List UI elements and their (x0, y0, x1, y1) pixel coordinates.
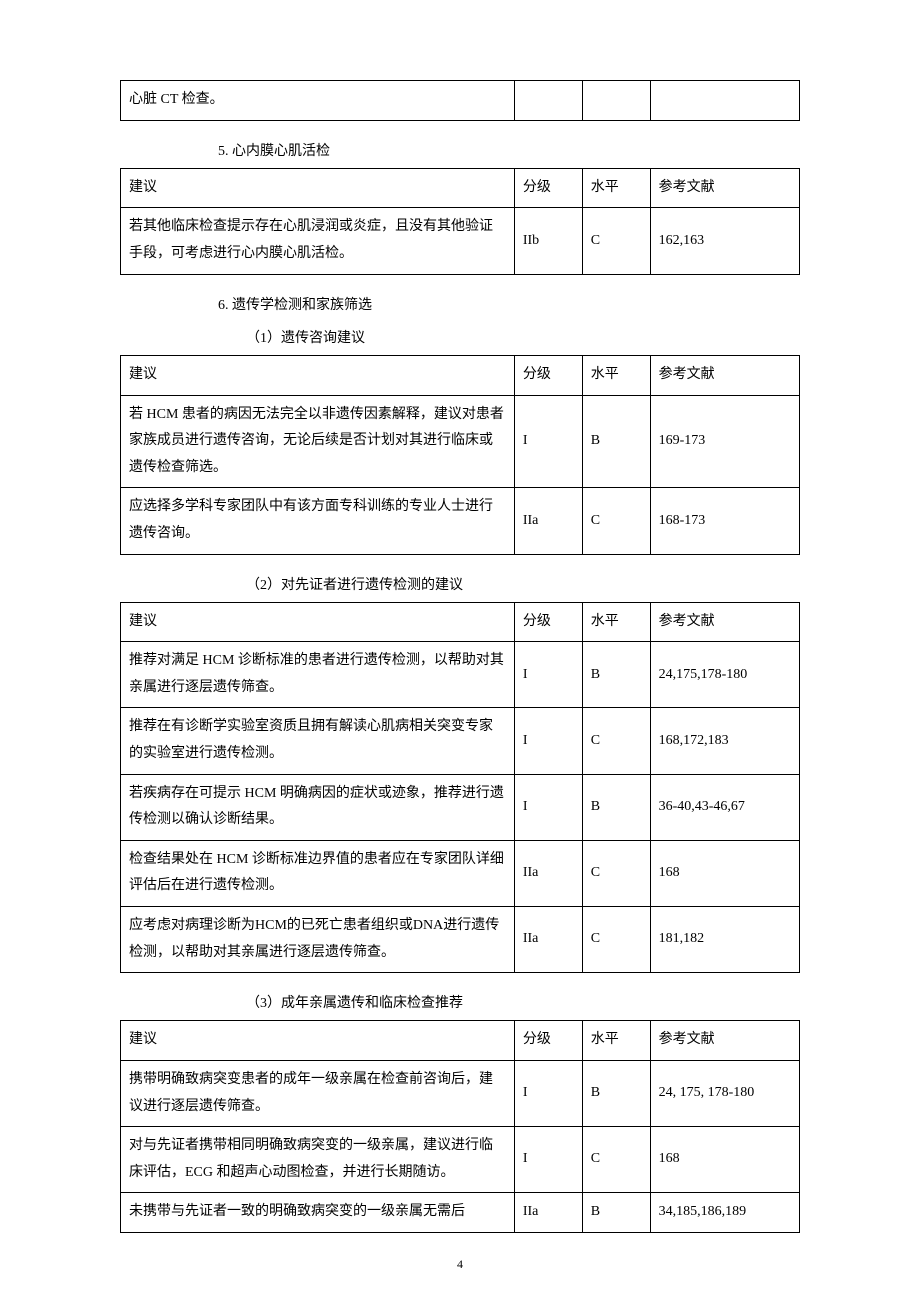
cell-level: B (582, 774, 650, 840)
cell-reco: 若疾病存在可提示 HCM 明确病因的症状或迹象，推荐进行遗传检测以确认诊断结果。 (121, 774, 515, 840)
cell-grade: IIa (514, 840, 582, 906)
header-ref: 参考文献 (650, 168, 799, 208)
table-row: 若疾病存在可提示 HCM 明确病因的症状或迹象，推荐进行遗传检测以确认诊断结果。… (121, 774, 800, 840)
cell-ref: 168-173 (650, 488, 799, 554)
cell-ref: 162,163 (650, 208, 799, 274)
table-row: 推荐在有诊断学实验室资质且拥有解读心肌病相关突变专家的实验室进行遗传检测。 I … (121, 708, 800, 774)
header-level: 水平 (582, 1021, 650, 1061)
table-row: 推荐对满足 HCM 诊断标准的患者进行遗传检测，以帮助对其亲属进行逐层遗传筛查。… (121, 642, 800, 708)
table-header-row: 建议 分级 水平 参考文献 (121, 355, 800, 395)
cell-grade: I (514, 1061, 582, 1127)
header-reco: 建议 (121, 355, 515, 395)
cell-ref: 168 (650, 840, 799, 906)
section5-table: 建议 分级 水平 参考文献 若其他临床检查提示存在心肌浸润或炎症，且没有其他验证… (120, 168, 800, 275)
cell-reco: 应考虑对病理诊断为HCM的已死亡患者组织或DNA进行遗传检测，以帮助对其亲属进行… (121, 907, 515, 973)
cell-level: C (582, 708, 650, 774)
table-row: 应考虑对病理诊断为HCM的已死亡患者组织或DNA进行遗传检测，以帮助对其亲属进行… (121, 907, 800, 973)
cell-reco: 若 HCM 患者的病因无法完全以非遗传因素解释，建议对患者家族成员进行遗传咨询，… (121, 395, 515, 488)
section6-sub2-table: 建议 分级 水平 参考文献 推荐对满足 HCM 诊断标准的患者进行遗传检测，以帮… (120, 602, 800, 974)
cell-grade: I (514, 708, 582, 774)
cell-grade: IIa (514, 1193, 582, 1233)
header-grade: 分级 (514, 1021, 582, 1061)
cell-ref: 24,175,178-180 (650, 642, 799, 708)
cell-reco: 推荐对满足 HCM 诊断标准的患者进行遗传检测，以帮助对其亲属进行逐层遗传筛查。 (121, 642, 515, 708)
table-row: 携带明确致病突变患者的成年一级亲属在检查前咨询后，建议进行逐层遗传筛查。 I B… (121, 1061, 800, 1127)
table-row: 检查结果处在 HCM 诊断标准边界值的患者应在专家团队详细评估后在进行遗传检测。… (121, 840, 800, 906)
cell-grade: I (514, 774, 582, 840)
cell-level: B (582, 1061, 650, 1127)
cell-ref: 169-173 (650, 395, 799, 488)
cell-grade: I (514, 642, 582, 708)
table-header-row: 建议 分级 水平 参考文献 (121, 602, 800, 642)
cell-ref: 168,172,183 (650, 708, 799, 774)
top-continuation-table: 心脏 CT 检查。 (120, 80, 800, 121)
header-grade: 分级 (514, 355, 582, 395)
cell-reco: 未携带与先证者一致的明确致病突变的一级亲属无需后 (121, 1193, 515, 1233)
cell-level: B (582, 395, 650, 488)
table-row: 若 HCM 患者的病因无法完全以非遗传因素解释，建议对患者家族成员进行遗传咨询，… (121, 395, 800, 488)
table-row: 若其他临床检查提示存在心肌浸润或炎症，且没有其他验证手段，可考虑进行心内膜心肌活… (121, 208, 800, 274)
cell-grade: IIa (514, 907, 582, 973)
cell-reco: 若其他临床检查提示存在心肌浸润或炎症，且没有其他验证手段，可考虑进行心内膜心肌活… (121, 208, 515, 274)
cell-grade (514, 81, 582, 121)
cell-level: C (582, 208, 650, 274)
section6-sub3-table: 建议 分级 水平 参考文献 携带明确致病突变患者的成年一级亲属在检查前咨询后，建… (120, 1020, 800, 1233)
cell-ref: 181,182 (650, 907, 799, 973)
header-reco: 建议 (121, 1021, 515, 1061)
cell-level: C (582, 907, 650, 973)
table-row: 应选择多学科专家团队中有该方面专科训练的专业人士进行遗传咨询。 IIa C 16… (121, 488, 800, 554)
section6-sub1-table: 建议 分级 水平 参考文献 若 HCM 患者的病因无法完全以非遗传因素解释，建议… (120, 355, 800, 555)
section6-sub3-heading: （3）成年亲属遗传和临床检查推荐 (246, 991, 800, 1016)
cell-ref: 24, 175, 178-180 (650, 1061, 799, 1127)
table-row: 心脏 CT 检查。 (121, 81, 800, 121)
table-header-row: 建议 分级 水平 参考文献 (121, 1021, 800, 1061)
table-row: 未携带与先证者一致的明确致病突变的一级亲属无需后 IIa B 34,185,18… (121, 1193, 800, 1233)
section6-heading: 6. 遗传学检测和家族筛选 (218, 293, 800, 318)
header-level: 水平 (582, 602, 650, 642)
header-ref: 参考文献 (650, 602, 799, 642)
cell-level: B (582, 642, 650, 708)
cell-reco: 携带明确致病突变患者的成年一级亲属在检查前咨询后，建议进行逐层遗传筛查。 (121, 1061, 515, 1127)
cell-level: C (582, 1127, 650, 1193)
cell-level (582, 81, 650, 121)
cell-reco: 检查结果处在 HCM 诊断标准边界值的患者应在专家团队详细评估后在进行遗传检测。 (121, 840, 515, 906)
header-grade: 分级 (514, 168, 582, 208)
cell-reco: 心脏 CT 检查。 (121, 81, 515, 121)
cell-reco: 推荐在有诊断学实验室资质且拥有解读心肌病相关突变专家的实验室进行遗传检测。 (121, 708, 515, 774)
table-row: 对与先证者携带相同明确致病突变的一级亲属，建议进行临床评估，ECG 和超声心动图… (121, 1127, 800, 1193)
cell-level: C (582, 488, 650, 554)
header-level: 水平 (582, 355, 650, 395)
cell-ref: 36-40,43-46,67 (650, 774, 799, 840)
cell-grade: IIa (514, 488, 582, 554)
header-reco: 建议 (121, 602, 515, 642)
cell-ref (650, 81, 799, 121)
cell-grade: I (514, 395, 582, 488)
header-grade: 分级 (514, 602, 582, 642)
header-ref: 参考文献 (650, 1021, 799, 1061)
section5-heading: 5. 心内膜心肌活检 (218, 139, 800, 164)
section6-sub1-heading: （1）遗传咨询建议 (246, 326, 800, 351)
cell-grade: I (514, 1127, 582, 1193)
cell-ref: 168 (650, 1127, 799, 1193)
cell-reco: 应选择多学科专家团队中有该方面专科训练的专业人士进行遗传咨询。 (121, 488, 515, 554)
cell-reco: 对与先证者携带相同明确致病突变的一级亲属，建议进行临床评估，ECG 和超声心动图… (121, 1127, 515, 1193)
table-header-row: 建议 分级 水平 参考文献 (121, 168, 800, 208)
page-number: 4 (457, 1257, 463, 1272)
cell-grade: IIb (514, 208, 582, 274)
section6-sub2-heading: （2）对先证者进行遗传检测的建议 (246, 573, 800, 598)
header-level: 水平 (582, 168, 650, 208)
header-reco: 建议 (121, 168, 515, 208)
header-ref: 参考文献 (650, 355, 799, 395)
cell-level: B (582, 1193, 650, 1233)
cell-level: C (582, 840, 650, 906)
cell-ref: 34,185,186,189 (650, 1193, 799, 1233)
